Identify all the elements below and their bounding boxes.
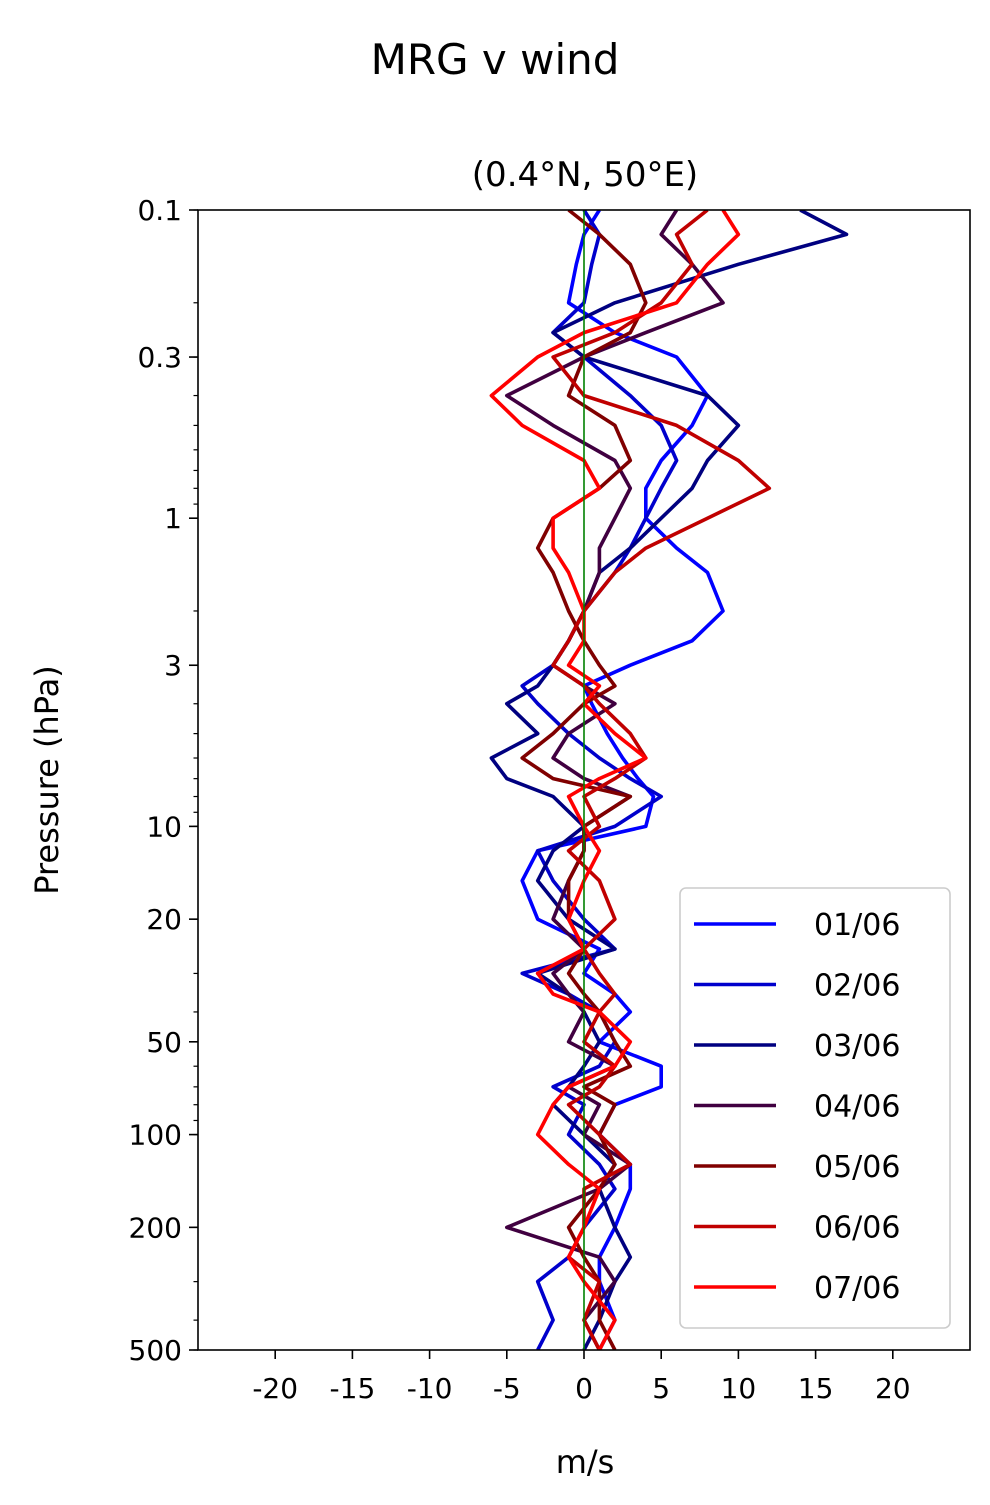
x-tick-label: -20 — [252, 1372, 298, 1405]
series-line-06-06 — [551, 210, 772, 1350]
x-axis-label: m/s — [556, 1443, 615, 1481]
y-tick-label: 3 — [164, 649, 182, 682]
x-tick-label: -15 — [330, 1372, 376, 1405]
series-group — [489, 210, 849, 1350]
legend-box — [679, 887, 951, 1329]
plot-area: -20 -15 -10 -5 0 5 10 15 20 0.1 0.3 1 3 10 20 50 100 200 5… — [129, 194, 971, 1405]
y-tick-label: 100 — [129, 1119, 182, 1152]
y-tick-label: 1 — [164, 502, 182, 535]
x-tick-label: 20 — [875, 1372, 911, 1405]
chart-title: (0.4°N, 50°E) — [472, 155, 698, 195]
legend-label: 03/06 — [814, 1029, 900, 1064]
y-axis-label: Pressure (hPa) — [28, 665, 66, 895]
legend-label: 06/06 — [814, 1211, 900, 1246]
series-line-04-06 — [504, 210, 725, 1350]
y-tick-label: 0.1 — [137, 194, 182, 227]
y-tick-label: 20 — [146, 903, 182, 936]
y-tick-label: 200 — [129, 1211, 182, 1244]
legend-label: 07/06 — [814, 1271, 900, 1306]
x-tick-label: -10 — [407, 1372, 453, 1405]
x-tick-label: 10 — [721, 1372, 757, 1405]
legend-label: 02/06 — [814, 969, 900, 1004]
y-tick-label: 500 — [129, 1334, 182, 1367]
chart-suptitle: MRG v wind — [371, 35, 620, 84]
legend-label: 05/06 — [814, 1150, 900, 1185]
legend-label: 01/06 — [814, 908, 900, 943]
x-tick-label: 15 — [798, 1372, 834, 1405]
y-tick-label: 10 — [146, 810, 182, 843]
x-tick-label: 5 — [652, 1372, 670, 1405]
x-tick-label: 0 — [575, 1372, 593, 1405]
legend-label: 04/06 — [814, 1090, 900, 1125]
legend: 01/06 02/06 03/06 04/06 05/06 06/06 07/06 — [679, 887, 951, 1329]
y-tick-label: 50 — [146, 1026, 182, 1059]
y-tick-label: 0.3 — [137, 341, 182, 374]
x-tick-label: -5 — [493, 1372, 521, 1405]
